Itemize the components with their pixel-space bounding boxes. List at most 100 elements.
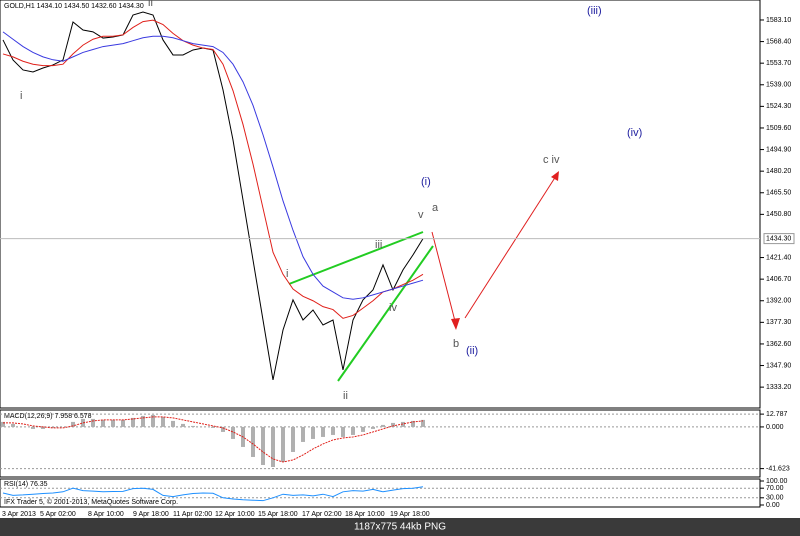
histogram-bar xyxy=(101,419,105,427)
wave-label: ii xyxy=(343,390,348,402)
y-tick-label: 1494.90 xyxy=(766,146,791,153)
y-tick-label: 1406.70 xyxy=(766,276,791,283)
viewer-bar xyxy=(0,518,800,536)
arrow-head xyxy=(451,318,460,330)
histogram-bar xyxy=(281,426,285,462)
histogram-bar xyxy=(301,426,305,442)
histogram-bar xyxy=(261,426,265,465)
y-tick-label: 1568.40 xyxy=(766,38,791,45)
arrow-head xyxy=(551,171,559,181)
y-tick-label: 1347.90 xyxy=(766,362,791,369)
histogram-bar xyxy=(51,426,55,428)
histogram-bar xyxy=(31,426,35,429)
y-tick-label: 1539.00 xyxy=(766,82,791,89)
histogram-bar xyxy=(211,426,215,428)
y-tick-label: 1480.20 xyxy=(766,168,791,175)
last-price-label: 1434.30 xyxy=(766,235,791,242)
histogram-bar xyxy=(191,425,195,427)
wave-label: b xyxy=(453,338,459,350)
y-tick-label: 12.787 xyxy=(766,411,788,418)
y-tick-label: -41.623 xyxy=(766,465,790,472)
histogram-bar xyxy=(91,418,95,427)
wave-label: (iv) xyxy=(627,127,642,139)
histogram-bar xyxy=(121,419,125,427)
x-tick-label: 5 Apr 02:00 xyxy=(40,511,76,518)
wave-label: i xyxy=(20,90,22,102)
y-tick-label: 1524.30 xyxy=(766,103,791,110)
arrow-down xyxy=(431,231,457,326)
histogram-bar xyxy=(171,420,175,427)
main-panel xyxy=(0,0,761,409)
copyright: IFX Trader 5, © 2001-2013, MetaQuotes So… xyxy=(4,498,178,506)
viewer-caption: 1187x775 44kb PNG xyxy=(354,522,446,533)
wave-label: c iv xyxy=(543,154,560,166)
macd-panel xyxy=(0,409,761,478)
histogram-bar xyxy=(361,426,365,432)
histogram-bar xyxy=(231,426,235,439)
series-line xyxy=(2,19,424,319)
x-tick-label: 9 Apr 18:00 xyxy=(133,511,169,518)
wave-label: (iii) xyxy=(587,5,602,17)
histogram-bar xyxy=(391,422,395,427)
histogram-bar xyxy=(111,419,115,427)
histogram-bar xyxy=(131,417,135,427)
histogram-bar xyxy=(411,420,415,427)
y-tick-label: 100.00 xyxy=(766,478,788,485)
histogram-bar xyxy=(141,415,145,427)
histogram-bar xyxy=(251,426,255,457)
x-tick-label: 8 Apr 10:00 xyxy=(88,511,124,518)
x-tick-label: 17 Apr 02:00 xyxy=(302,511,342,518)
histogram-bar xyxy=(181,423,185,427)
histogram-bar xyxy=(151,414,155,427)
y-tick-label: 1450.80 xyxy=(766,211,791,218)
wave-label: i xyxy=(286,268,288,280)
histogram-bar xyxy=(11,423,15,427)
wave-label: (ii) xyxy=(466,345,478,357)
rsi-panel xyxy=(0,478,761,508)
wave-label: ii xyxy=(148,0,153,9)
x-tick-label: 18 Apr 10:00 xyxy=(345,511,385,518)
x-tick-label: 15 Apr 18:00 xyxy=(258,511,298,518)
series-line xyxy=(2,31,424,300)
histogram-bar xyxy=(321,426,325,437)
histogram-bar xyxy=(221,426,225,432)
x-tick-label: 3 Apr 2013 xyxy=(2,511,36,518)
wave-label: iii xyxy=(375,239,382,251)
histogram-bar xyxy=(41,426,45,429)
histogram-bar xyxy=(381,424,385,427)
histogram-bar xyxy=(371,426,375,429)
histogram-bar xyxy=(291,426,295,452)
histogram-bar xyxy=(311,426,315,439)
y-tick-label: 1333.20 xyxy=(766,384,791,391)
y-tick-label: 70.00 xyxy=(766,485,784,492)
y-tick-label: 1583.10 xyxy=(766,17,791,24)
rsi-title: RSI(14) 76.35 xyxy=(4,481,48,488)
wave-label: v xyxy=(418,209,424,221)
y-tick-label: 0.00 xyxy=(766,502,780,509)
y-tick-label: 1377.30 xyxy=(766,319,791,326)
histogram-bar xyxy=(341,426,345,437)
wedge-upper xyxy=(288,231,424,285)
y-tick-label: 1553.70 xyxy=(766,60,791,67)
y-tick-label: 1509.60 xyxy=(766,125,791,132)
histogram-bar xyxy=(331,426,335,435)
histogram-bar xyxy=(421,419,425,427)
series-line xyxy=(3,416,424,463)
y-tick-label: 30.00 xyxy=(766,495,784,502)
histogram-bar xyxy=(1,421,5,427)
y-tick-label: 1362.60 xyxy=(766,341,791,348)
x-tick-label: 12 Apr 10:00 xyxy=(215,511,255,518)
histogram-bar xyxy=(161,416,165,427)
x-tick-label: 11 Apr 02:00 xyxy=(173,511,212,518)
last-price-box xyxy=(763,233,795,245)
series-line xyxy=(2,486,424,502)
y-tick-label: 0.000 xyxy=(766,424,784,431)
histogram-bar xyxy=(81,418,85,427)
arrow-up xyxy=(464,175,557,319)
y-tick-label: 1421.40 xyxy=(766,254,791,261)
histogram-bar xyxy=(271,426,275,467)
wave-label: iv xyxy=(389,302,397,314)
wave-label: a xyxy=(432,202,439,214)
chart-title: GOLD,H1 1434.10 1434.50 1432.60 1434.30 xyxy=(4,3,144,10)
